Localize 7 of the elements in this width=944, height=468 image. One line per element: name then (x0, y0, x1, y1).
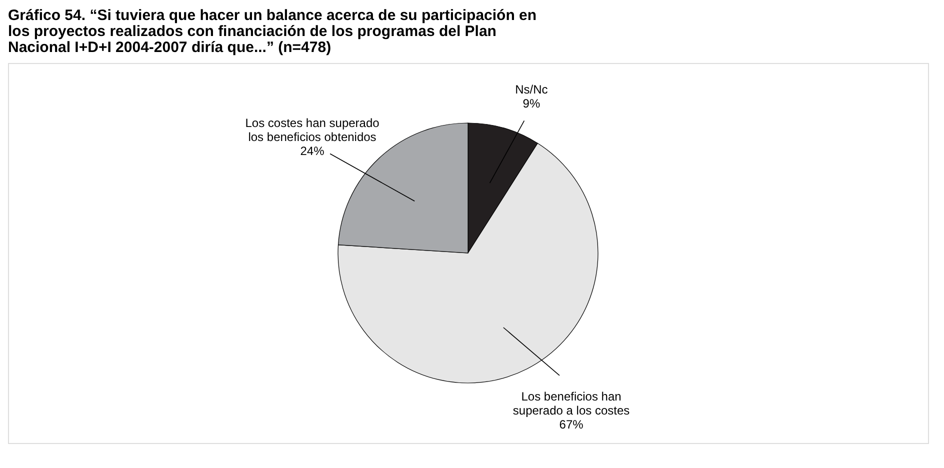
slice-label: Ns/Nc (515, 82, 548, 97)
chart-title: Gráfico 54. “Si tuviera que hacer un balance acerca de su participación en los proyectos realizados con financiación de los programas del Plan Nacional I+D+I 2004-2007 diría que...” (n=478) (8, 7, 537, 56)
data-label: 67% (559, 418, 584, 432)
slice-label: Los costes han superado los beneficios obtenidos (245, 116, 380, 144)
data-label: 24% (300, 144, 325, 158)
slice-label: Los beneficios han superado a los costes (512, 390, 630, 418)
data-label: 9% (522, 96, 540, 111)
